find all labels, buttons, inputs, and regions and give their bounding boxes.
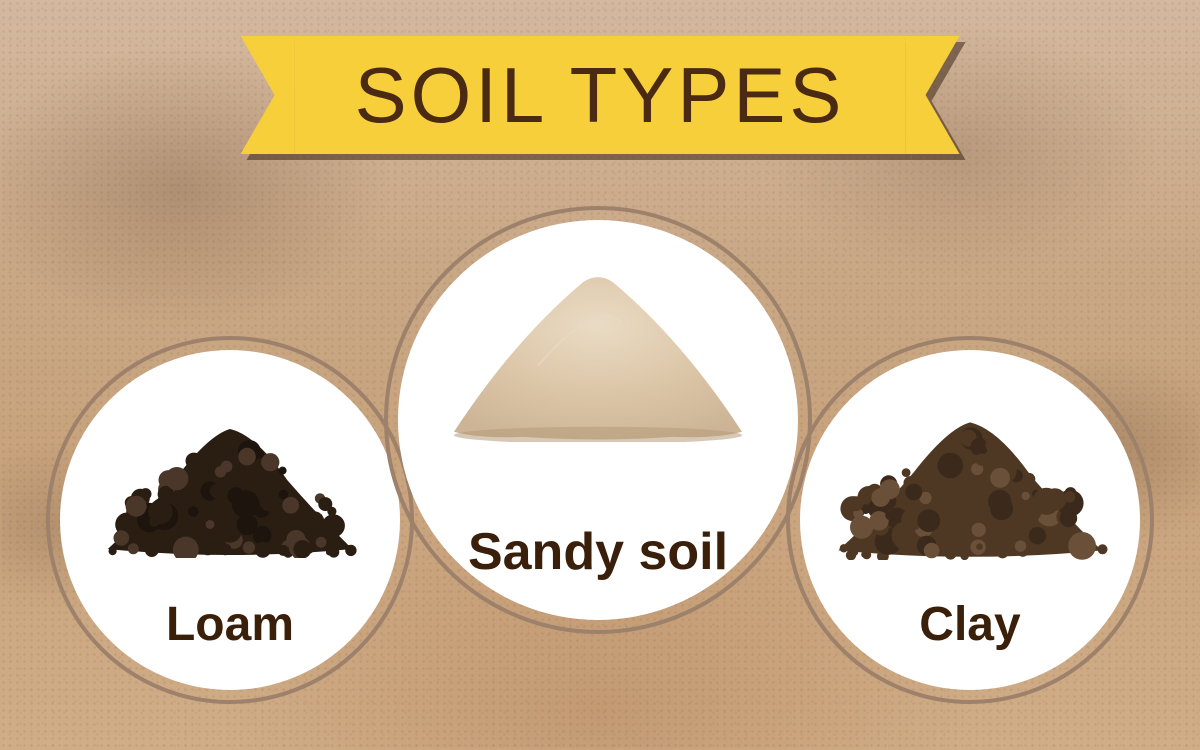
clay-pile-icon	[830, 400, 1110, 565]
circle-label-clay: Clay	[919, 597, 1020, 652]
circle-clay: Clay	[800, 350, 1140, 690]
circle-label-loam: Loam	[166, 597, 294, 652]
circles-group: Loam Sandy soil Clay	[0, 210, 1200, 730]
title-text: SOIL TYPES	[295, 36, 906, 154]
banner-notch-left	[241, 36, 295, 154]
circle-sandy: Sandy soil	[398, 220, 798, 620]
loam-pile-icon	[100, 408, 360, 563]
circle-label-sandy: Sandy soil	[468, 522, 728, 582]
sandy-pile-icon	[448, 272, 748, 447]
circle-loam: Loam	[60, 350, 400, 690]
banner-notch-right	[905, 36, 959, 154]
title-banner: SOIL TYPES	[241, 36, 960, 154]
